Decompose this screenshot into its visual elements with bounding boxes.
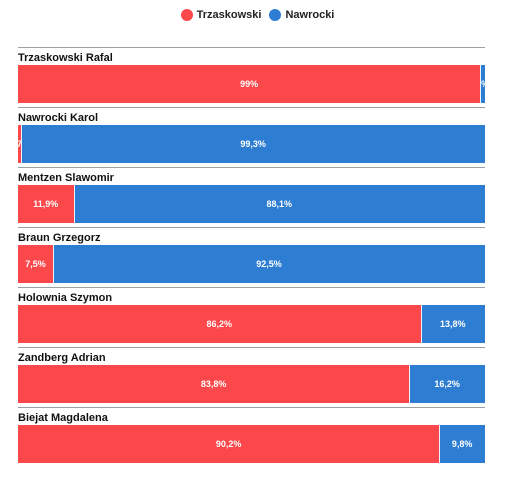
data-label: 13,8%	[440, 319, 466, 329]
category-label: Trzaskowski Rafal	[18, 52, 113, 64]
data-label: 99,3%	[240, 139, 266, 149]
bar-segment-nawrocki[interactable]: 16,2%	[409, 365, 485, 403]
data-label: 16,2%	[434, 379, 460, 389]
data-label: 99%	[240, 79, 259, 89]
bar-segment-trzaskowski[interactable]: 90,2%	[18, 425, 440, 463]
chart-row: Trzaskowski Rafal 99% 1%	[18, 47, 485, 107]
data-label: 0,7%	[18, 139, 22, 149]
stacked-bar: 11,9% 88,1%	[18, 185, 485, 223]
chart-row: Holownia Szymon 86,2% 13,8%	[18, 287, 485, 347]
bar-segment-trzaskowski[interactable]: 99%	[18, 65, 481, 103]
category-label: Biejat Magdalena	[18, 412, 108, 424]
stacked-bar: 90,2% 9,8%	[18, 425, 485, 463]
category-label: Mentzen Slawomir	[18, 172, 114, 184]
bar-segment-trzaskowski[interactable]: 11,9%	[18, 185, 74, 223]
bar-segment-nawrocki[interactable]: 13,8%	[420, 305, 485, 343]
bar-segment-nawrocki[interactable]: 92,5%	[53, 245, 485, 283]
stacked-bar: 83,8% 16,2%	[18, 365, 485, 403]
legend-label: Trzaskowski	[196, 9, 262, 21]
data-label: 92,5%	[256, 259, 282, 269]
stacked-bar: 0,7% 99,3%	[18, 125, 485, 163]
bar-segment-trzaskowski[interactable]: 86,2%	[18, 305, 421, 343]
bar-segment-nawrocki[interactable]: 99,3%	[21, 125, 485, 163]
category-label: Nawrocki Karol	[18, 112, 99, 124]
category-label: Holownia Szymon	[18, 292, 113, 304]
data-label: 7,5%	[25, 259, 46, 269]
chart-row: Braun Grzegorz 7,5% 92,5%	[18, 227, 485, 287]
data-label: 9,8%	[451, 439, 473, 449]
data-label: 88,1%	[266, 199, 293, 209]
bar-segment-nawrocki[interactable]: 88,1%	[73, 185, 485, 223]
category-label: Braun Grzegorz	[18, 232, 101, 244]
data-label: 90,2%	[215, 439, 242, 449]
category-label: Zandberg Adrian	[18, 352, 106, 364]
legend-label: Nawrocki	[285, 9, 335, 21]
stacked-bar: 99% 1%	[18, 65, 485, 103]
stacked-bar: 7,5% 92,5%	[18, 245, 485, 283]
bar-segment-trzaskowski[interactable]: 0,7%	[18, 125, 22, 163]
data-label: 11,9%	[33, 199, 59, 209]
data-label: 1%	[480, 79, 485, 89]
chart-row: Nawrocki Karol 0,7% 99,3%	[18, 107, 485, 167]
chart-row: Mentzen Slawomir 11,9% 88,1%	[18, 167, 485, 227]
data-label: 83,8%	[200, 379, 227, 389]
legend-swatch	[180, 9, 193, 21]
bar-segment-nawrocki[interactable]: 9,8%	[439, 425, 485, 463]
data-label: 86,2%	[206, 319, 233, 329]
chart-row: Zandberg Adrian 83,8% 16,2%	[18, 347, 485, 407]
legend-item-nawrocki[interactable]: Nawrocki	[269, 9, 334, 21]
bar-segment-trzaskowski[interactable]: 7,5%	[18, 245, 54, 283]
stacked-bar: 86,2% 13,8%	[18, 305, 485, 343]
legend-item-trzaskowski[interactable]: Trzaskowski	[180, 9, 262, 21]
bar-segment-nawrocki[interactable]: 1%	[480, 65, 485, 103]
chart-legend: Trzaskowski Nawrocki	[0, 6, 515, 24]
legend-swatch	[269, 9, 282, 21]
bar-segment-trzaskowski[interactable]: 83,8%	[18, 365, 410, 403]
chart-row: Biejat Magdalena 90,2% 9,8%	[18, 407, 485, 467]
